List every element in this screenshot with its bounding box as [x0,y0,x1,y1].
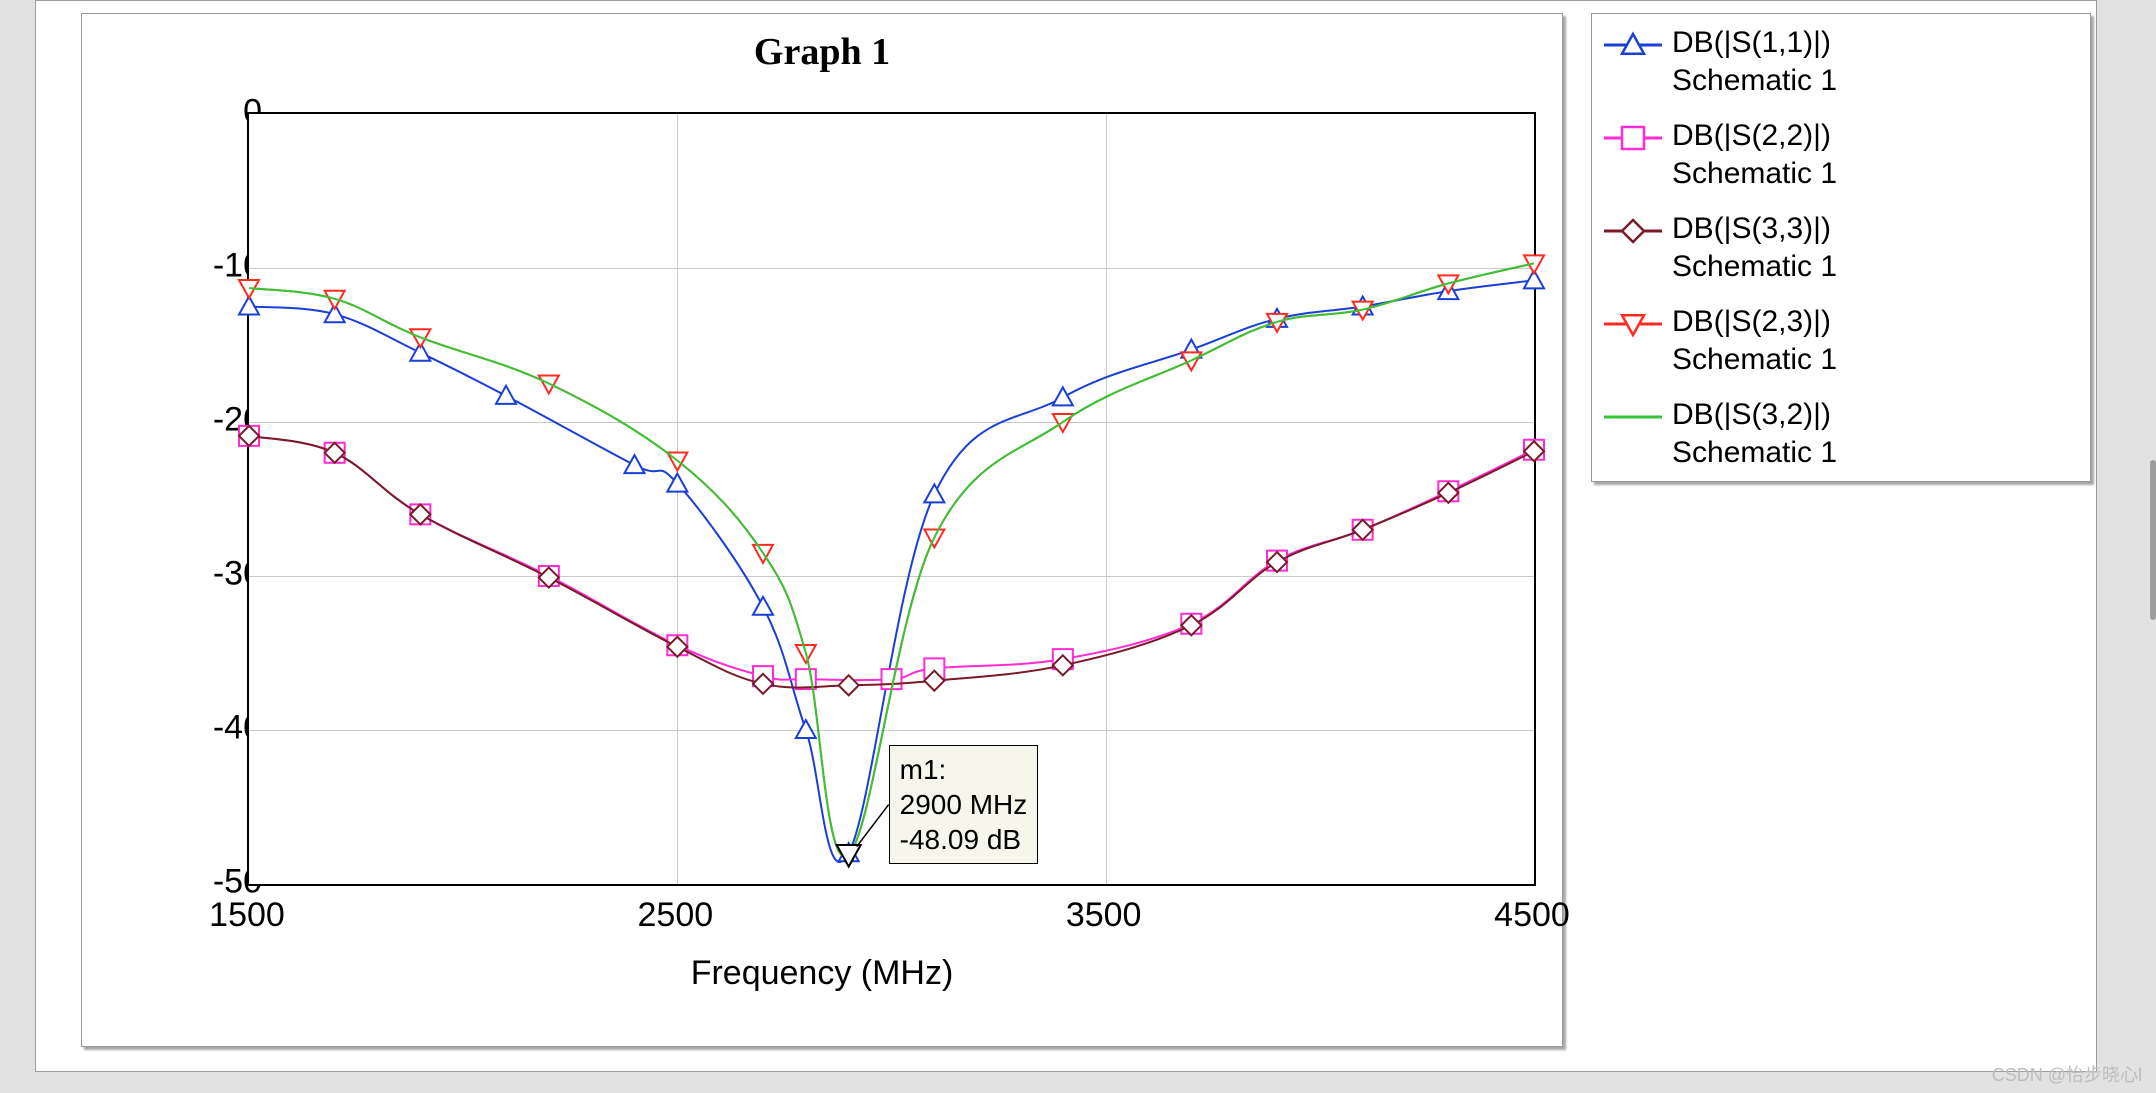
series-marker [796,720,816,738]
x-tick-label: 3500 [1044,896,1164,935]
legend-swatch [1602,210,1664,252]
marker-name: m1: [900,752,1028,787]
legend-panel: DB(|S(1,1)|)Schematic 1 DB(|S(2,2)|)Schem… [1591,13,2091,482]
x-axis-label: Frequency (MHz) [82,954,1562,993]
legend-item[interactable]: DB(|S(2,2)|)Schematic 1 [1602,117,2080,192]
series-marker [1053,387,1073,405]
y-tick-label: -40 [142,709,262,748]
chart-panel: Graph 1 0-10-20-30-40-50 150025003500450… [81,13,1563,1047]
legend-label: DB(|S(2,2)|)Schematic 1 [1672,117,1837,192]
x-tick-label: 4500 [1472,896,1592,935]
legend-label: DB(|S(3,3)|)Schematic 1 [1672,210,1837,285]
series-marker [753,597,773,615]
legend-item[interactable]: DB(|S(1,1)|)Schematic 1 [1602,24,2080,99]
marker-annotation-box[interactable]: m1:2900 MHz-48.09 dB [889,745,1039,864]
series-marker [496,386,516,404]
chart-title: Graph 1 [82,30,1562,74]
legend-swatch [1602,303,1664,345]
legend-label: DB(|S(2,3)|)Schematic 1 [1672,303,1837,378]
legend-swatch [1602,117,1664,159]
marker-value: -48.09 dB [900,822,1028,857]
series-marker [625,455,645,473]
y-tick-label: -30 [142,555,262,594]
y-tick-label: 0 [142,93,262,132]
series-marker [839,675,859,695]
legend-label: DB(|S(3,2)|)Schematic 1 [1672,396,1837,471]
legend-item[interactable]: DB(|S(3,3)|)Schematic 1 [1602,210,2080,285]
plot-area[interactable]: m1:2900 MHz-48.09 dB [247,112,1536,886]
x-tick-label: 1500 [187,896,307,935]
legend-item[interactable]: DB(|S(2,3)|)Schematic 1 [1602,303,2080,378]
series-marker [924,484,944,502]
watermark-text: CSDN @怡步晓心l [1992,1061,2142,1087]
marker-tip-icon [837,845,861,867]
side-scroll-handle[interactable] [2150,460,2156,620]
series-line [249,436,1534,680]
legend-swatch [1602,396,1664,438]
outer-frame: Graph 1 0-10-20-30-40-50 150025003500450… [35,0,2097,1072]
legend-swatch [1602,24,1664,66]
legend-label: DB(|S(1,1)|)Schematic 1 [1672,24,1837,99]
x-tick-label: 2500 [615,896,735,935]
marker-freq: 2900 MHz [900,787,1028,822]
series-line [249,436,1534,688]
legend-item[interactable]: DB(|S(3,2)|)Schematic 1 [1602,396,2080,471]
